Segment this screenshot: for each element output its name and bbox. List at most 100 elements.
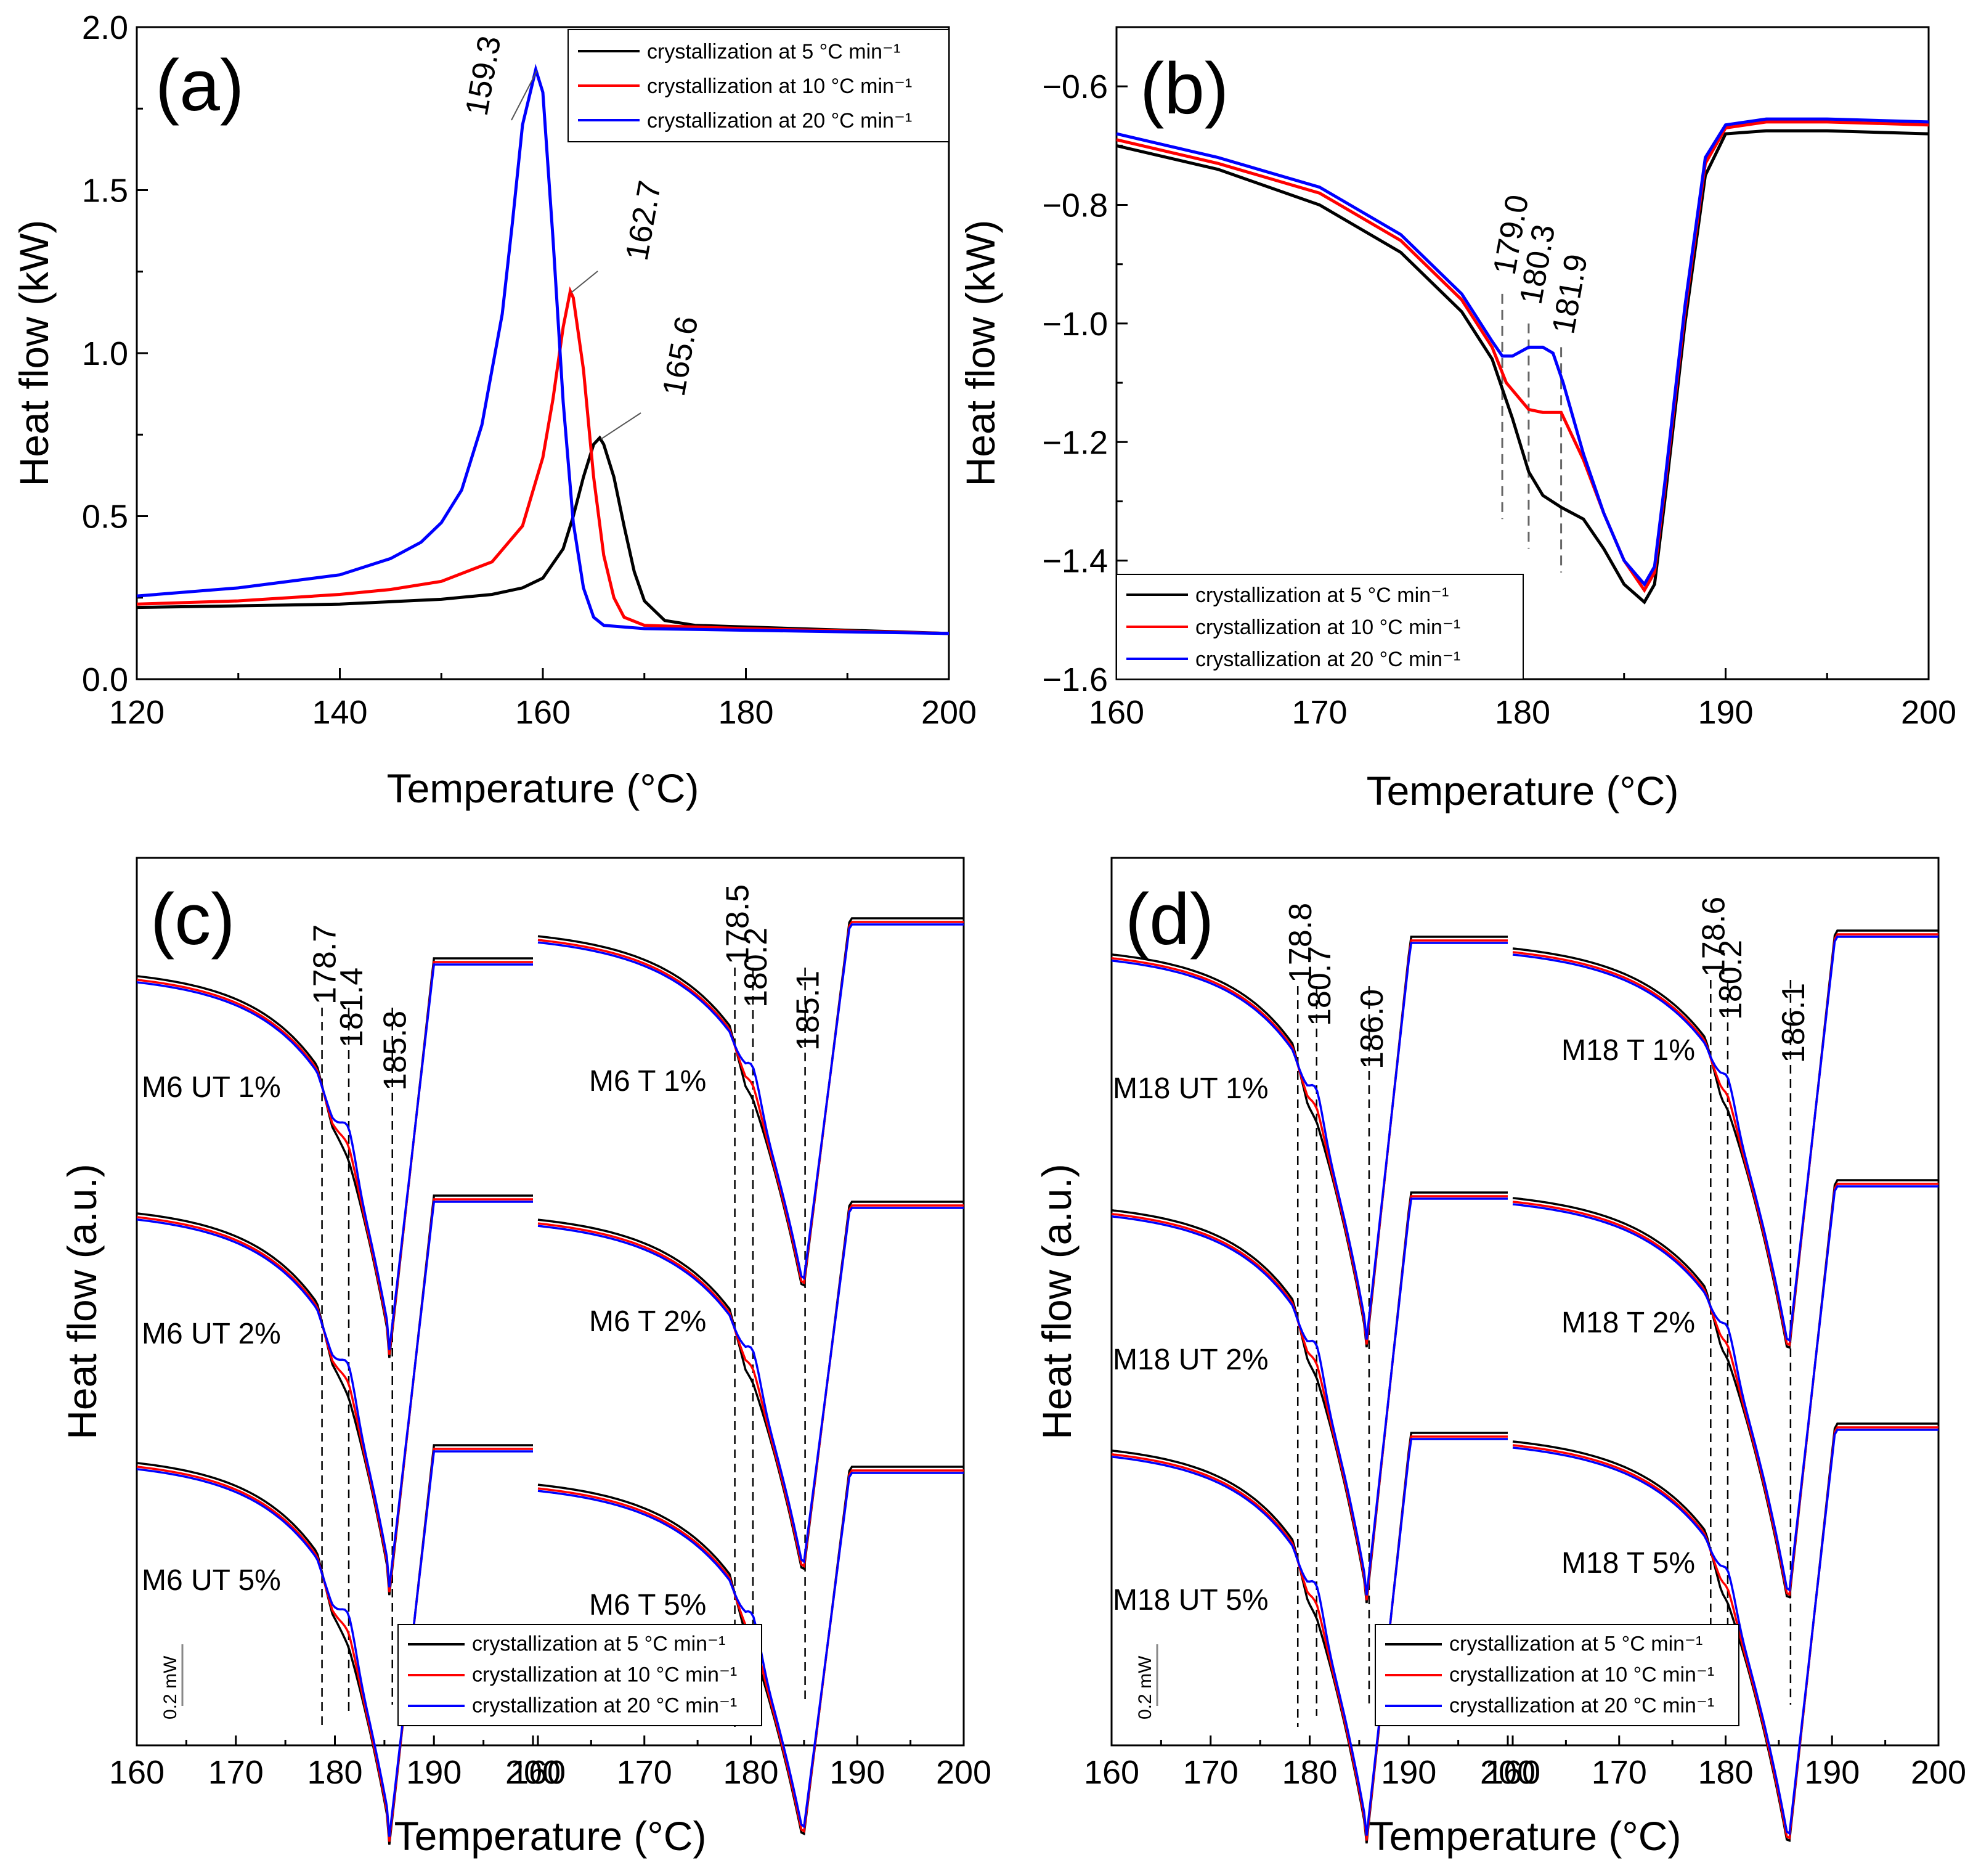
- panel-label: (c): [150, 879, 235, 960]
- sample-label: M18 UT 5%: [1113, 1584, 1269, 1617]
- x-tick-label: 170: [617, 1754, 672, 1791]
- panel-label: (b): [1140, 48, 1229, 129]
- thermogram-rate10: [1111, 1435, 1508, 1841]
- scale-bar-label: 0.2 mW: [1135, 1655, 1155, 1719]
- legend-label-rate20: crystallization at 20 °C min⁻¹: [1449, 1694, 1714, 1718]
- thermogram-rate10: [136, 961, 533, 1355]
- panel-b: 160 170 180 190 200 −0.6 −0.8 −1.0 −1.2 −1.4 −1.6 T…: [958, 26, 1956, 814]
- legend: crystallization at 5 °C min⁻¹ crystalliza…: [567, 29, 950, 142]
- annotation-leader: [600, 412, 641, 440]
- x-tick-label: 170: [1592, 1754, 1647, 1791]
- y-tick-label: 1.0: [82, 335, 128, 372]
- series-line-rate20: [1116, 117, 1929, 587]
- marker-annotation: 186.1: [1776, 983, 1812, 1063]
- sample-label: M18 T 2%: [1561, 1307, 1695, 1339]
- x-tick-label: 170: [1183, 1754, 1239, 1791]
- thermogram-rate10: [136, 1448, 533, 1842]
- y-axis-title: Heat flow (a.u.): [1034, 1164, 1080, 1440]
- marker-annotation: 180.2: [738, 928, 774, 1008]
- sample-label: M18 T 5%: [1561, 1547, 1695, 1580]
- legend-label-rate10: crystallization at 10 °C min⁻¹: [1195, 616, 1460, 639]
- x-tick-label: 160: [109, 1754, 165, 1791]
- x-axis-title: Temperature (°C): [1369, 1813, 1682, 1859]
- x-axis-title: Temperature (°C): [394, 1813, 707, 1859]
- peak-annotation: 159.3: [459, 33, 508, 118]
- x-tick-label: 200: [936, 1754, 991, 1791]
- series-line-rate10: [136, 286, 950, 635]
- thermogram-rate20: [1111, 1438, 1508, 1836]
- y-tick-label: 1.5: [82, 173, 128, 210]
- sample-label: M6 UT 5%: [142, 1564, 281, 1597]
- x-tick-label: 160: [510, 1754, 566, 1791]
- x-tick-label: 190: [829, 1754, 885, 1791]
- x-tick-label: 170: [208, 1754, 264, 1791]
- series-line-rate20: [136, 63, 950, 635]
- sample-label: M6 UT 1%: [142, 1071, 281, 1104]
- marker-annotation: 186.0: [1354, 989, 1390, 1069]
- y-tick-label: −1.0: [1042, 306, 1108, 343]
- x-tick-label: 160: [515, 694, 571, 731]
- thermogram-rate5: [136, 1444, 533, 1845]
- thermogram-rate20: [136, 1201, 533, 1588]
- legend-label-rate5: crystallization at 5 °C min⁻¹: [1195, 584, 1449, 607]
- scale-bar-label: 0.2 mW: [160, 1655, 181, 1719]
- thermogram-rate5: [537, 1201, 964, 1571]
- thermogram-rate5: [136, 957, 533, 1358]
- y-tick-label: 2.0: [82, 9, 128, 46]
- y-tick-label: −0.6: [1042, 68, 1108, 105]
- sample-label: M18 UT 2%: [1113, 1344, 1269, 1376]
- thermogram-rate20: [1512, 1429, 1938, 1835]
- thermogram-rate20: [537, 1207, 964, 1564]
- thermogram-rate20: [1512, 936, 1938, 1342]
- thermogram-rate20: [1111, 1197, 1508, 1596]
- series-line-rate5: [1116, 129, 1929, 605]
- legend-label-rate5: crystallization at 5 °C min⁻¹: [472, 1633, 725, 1656]
- marker-annotation: 185.8: [378, 1011, 413, 1091]
- thermogram-rate20: [136, 1450, 533, 1837]
- y-axis-title: Heat flow (kW): [958, 220, 1003, 487]
- legend-label-rate20: crystallization at 20 °C min⁻¹: [1195, 648, 1460, 671]
- x-tick-label: 190: [1804, 1754, 1860, 1791]
- series-line-rate5: [136, 435, 950, 635]
- plot-frame: [1110, 857, 1940, 1747]
- y-tick-label: −0.8: [1042, 187, 1108, 224]
- y-tick-label: −1.4: [1042, 543, 1108, 580]
- marker-annotation: 181.4: [334, 968, 370, 1048]
- y-axis-title: Heat flow (kW): [11, 220, 57, 487]
- marker-annotation: 178.6: [1696, 897, 1731, 977]
- peak-annotation: 162.7: [619, 178, 669, 263]
- y-tick-label: −1.6: [1042, 661, 1108, 698]
- marker-annotation: 180.2: [1713, 940, 1749, 1020]
- thermogram-rate20: [1111, 942, 1508, 1340]
- y-axis-title: Heat flow (a.u.): [59, 1164, 105, 1440]
- x-tick-label: 180: [1495, 694, 1550, 731]
- thermogram-rate10: [537, 921, 964, 1285]
- sample-label: M6 UT 2%: [142, 1318, 281, 1350]
- x-tick-label: 160: [1089, 694, 1144, 731]
- x-tick-label: 180: [1282, 1754, 1337, 1791]
- x-tick-label: 190: [406, 1754, 462, 1791]
- thermogram-rate20: [537, 923, 964, 1280]
- thermogram-rate5: [1111, 936, 1508, 1348]
- x-axis-title: Temperature (°C): [1367, 768, 1679, 814]
- legend-label-rate5: crystallization at 5 °C min⁻¹: [647, 40, 900, 63]
- thermogram-rate10: [1512, 1426, 1938, 1840]
- thermogram-rate5: [537, 917, 964, 1287]
- legend-label-rate10: crystallization at 10 °C min⁻¹: [472, 1663, 737, 1687]
- thermogram-rate10: [1512, 933, 1938, 1347]
- legend-label-rate20: crystallization at 20 °C min⁻¹: [472, 1694, 737, 1718]
- panel-label: (a): [155, 45, 244, 126]
- sample-label: M18 UT 1%: [1113, 1072, 1269, 1105]
- thermogram-rate20: [136, 963, 533, 1350]
- x-tick-label: 200: [505, 1754, 561, 1791]
- legend-label-rate10: crystallization at 10 °C min⁻¹: [1449, 1663, 1714, 1687]
- x-tick-label: 120: [109, 694, 165, 731]
- thermogram-rate5: [136, 1194, 533, 1596]
- thermogram-rate5: [1512, 1422, 1938, 1842]
- marker-annotation: 178.7: [307, 924, 343, 1005]
- thermogram-rate5: [1111, 1432, 1508, 1844]
- x-tick-label: 200: [1911, 1754, 1966, 1791]
